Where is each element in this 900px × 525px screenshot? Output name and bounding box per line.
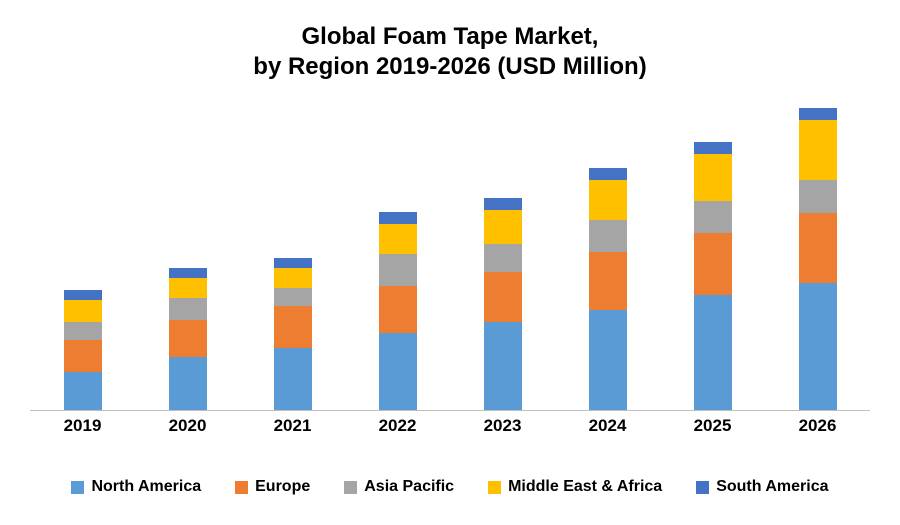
bar-segment-south-america-2022 xyxy=(378,212,417,224)
legend-item-europe: Europe xyxy=(235,478,310,496)
plot-area xyxy=(30,100,870,411)
x-label-2026: 2026 xyxy=(798,416,837,435)
x-label-2025: 2025 xyxy=(693,416,732,435)
bar-segment-north-america-2020 xyxy=(168,357,207,410)
x-label-2023: 2023 xyxy=(483,416,522,435)
bar-segment-middle-east-africa-2022 xyxy=(378,224,417,254)
chart-legend: North America Europe Asia Pacific Middle Ea… xyxy=(0,478,900,496)
bar-segment-middle-east-africa-2020 xyxy=(168,278,207,298)
bar-segment-south-america-2021 xyxy=(273,258,312,268)
bar-2021 xyxy=(273,100,312,410)
bar-segment-europe-2025 xyxy=(693,233,732,295)
bar-segment-asia-pacific-2020 xyxy=(168,298,207,320)
bar-segment-asia-pacific-2026 xyxy=(798,180,837,213)
bar-2019 xyxy=(63,100,102,410)
bar-2024 xyxy=(588,100,627,410)
chart-title: Global Foam Tape Market, by Region 2019-… xyxy=(0,0,900,82)
bar-segment-middle-east-africa-2019 xyxy=(63,300,102,322)
bar-segment-asia-pacific-2022 xyxy=(378,254,417,286)
bar-segment-asia-pacific-2024 xyxy=(588,220,627,252)
x-label-2020: 2020 xyxy=(168,416,207,435)
bar-2020 xyxy=(168,100,207,410)
x-label-2021: 2021 xyxy=(273,416,312,435)
bar-segment-asia-pacific-2019 xyxy=(63,322,102,340)
legend-swatch-icon xyxy=(344,480,358,494)
bar-segment-north-america-2021 xyxy=(273,348,312,410)
bar-segment-south-america-2026 xyxy=(798,108,837,120)
bar-segment-asia-pacific-2023 xyxy=(483,244,522,272)
bar-2026 xyxy=(798,100,837,410)
bar-segment-south-america-2023 xyxy=(483,198,522,210)
bar-segment-europe-2023 xyxy=(483,272,522,322)
legend-swatch-icon xyxy=(71,480,85,494)
legend-label: Europe xyxy=(255,478,311,495)
legend-swatch-icon xyxy=(235,480,249,494)
bar-segment-north-america-2023 xyxy=(483,322,522,410)
legend-swatch-icon xyxy=(488,480,502,494)
bar-segment-europe-2022 xyxy=(378,286,417,333)
legend-item-middle-east-africa: Middle East & Africa xyxy=(488,478,662,496)
legend-label: Middle East & Africa xyxy=(508,478,663,495)
bar-segment-north-america-2022 xyxy=(378,333,417,410)
bar-segment-north-america-2024 xyxy=(588,310,627,410)
chart-title-line1: Global Foam Tape Market, xyxy=(301,23,599,50)
bar-segment-europe-2021 xyxy=(273,306,312,348)
bar-segment-middle-east-africa-2026 xyxy=(798,120,837,180)
bar-segment-north-america-2019 xyxy=(63,372,102,410)
bar-2025 xyxy=(693,100,732,410)
bar-segment-europe-2026 xyxy=(798,213,837,283)
bar-segment-asia-pacific-2021 xyxy=(273,288,312,306)
chart-title-line2: by Region 2019-2026 (USD Million) xyxy=(253,53,647,80)
x-axis-labels: 2019 2020 2021 2022 2023 2024 2025 2026 xyxy=(30,416,870,436)
bar-segment-middle-east-africa-2025 xyxy=(693,154,732,201)
legend-swatch-icon xyxy=(696,480,710,494)
legend-item-asia-pacific: Asia Pacific xyxy=(344,478,454,496)
bar-segment-europe-2024 xyxy=(588,252,627,310)
bar-segment-middle-east-africa-2024 xyxy=(588,180,627,220)
bar-segment-south-america-2020 xyxy=(168,268,207,278)
x-label-2024: 2024 xyxy=(588,416,627,435)
bar-segment-middle-east-africa-2023 xyxy=(483,210,522,244)
x-label-2022: 2022 xyxy=(378,416,417,435)
bar-2023 xyxy=(483,100,522,410)
legend-label: South America xyxy=(716,478,829,495)
bar-segment-europe-2020 xyxy=(168,320,207,357)
legend-item-south-america: South America xyxy=(696,478,829,496)
bar-segment-south-america-2019 xyxy=(63,290,102,300)
legend-item-north-america: North America xyxy=(71,478,201,496)
bar-segment-south-america-2025 xyxy=(693,142,732,154)
legend-label: Asia Pacific xyxy=(364,478,455,495)
bar-segment-asia-pacific-2025 xyxy=(693,201,732,233)
bar-segment-south-america-2024 xyxy=(588,168,627,180)
bar-segment-europe-2019 xyxy=(63,340,102,372)
bar-segment-north-america-2025 xyxy=(693,295,732,410)
bar-segment-middle-east-africa-2021 xyxy=(273,268,312,288)
legend-label: North America xyxy=(91,478,202,495)
bar-2022 xyxy=(378,100,417,410)
bar-segment-north-america-2026 xyxy=(798,283,837,410)
x-label-2019: 2019 xyxy=(63,416,102,435)
